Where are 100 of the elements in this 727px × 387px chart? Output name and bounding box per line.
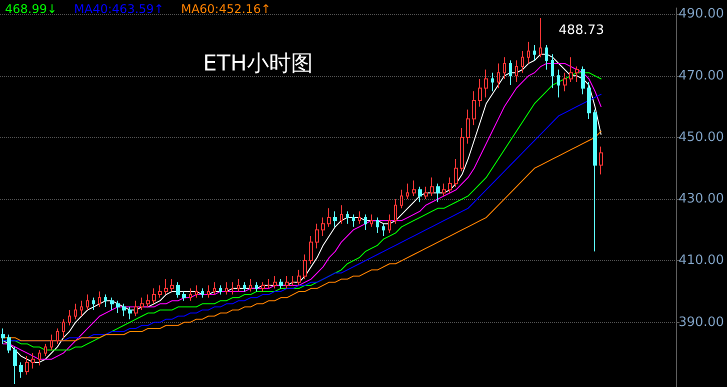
- candlestick: [152, 288, 156, 304]
- candlestick: [454, 158, 458, 188]
- candlestick: [25, 356, 29, 376]
- candlestick: [593, 109, 597, 252]
- candlestick: [249, 278, 252, 292]
- candlestick: [170, 278, 174, 292]
- candlestick: [460, 128, 464, 172]
- candlestick: [370, 214, 373, 228]
- candlestick: [382, 223, 385, 237]
- candlestick: [533, 44, 536, 61]
- candlestick: [418, 186, 422, 203]
- candlestick: [110, 297, 114, 310]
- candlestick: [563, 72, 567, 92]
- candlestick: [219, 284, 222, 296]
- candlestick: [273, 276, 277, 289]
- candlestick: [491, 72, 494, 92]
- candlestick: [297, 269, 301, 286]
- candlestick: [62, 318, 65, 338]
- y-tick-label: 390.00: [678, 314, 724, 330]
- candlestick: [267, 278, 271, 289]
- y-tick-label: 470.00: [678, 68, 724, 84]
- candlestick: [68, 309, 71, 326]
- candlestick: [291, 276, 295, 286]
- candlestick: [424, 186, 428, 200]
- candlestick: [309, 236, 313, 264]
- candlestick: [134, 300, 138, 317]
- candlestick: [503, 56, 506, 80]
- candlestick: [478, 78, 482, 108]
- candlestick: [158, 284, 162, 298]
- candlestick: [448, 176, 452, 194]
- candlestick: [364, 214, 367, 230]
- candlestick: [195, 284, 198, 298]
- candlestick: [116, 300, 120, 314]
- candlestick: [56, 328, 59, 344]
- text: MA60:452.16↑: [180, 2, 271, 16]
- candlestick: [327, 208, 331, 228]
- candlestick: [358, 210, 361, 224]
- candlestick: [146, 294, 150, 308]
- candlestick: [1, 328, 5, 344]
- candlestick: [400, 189, 403, 209]
- candlestick: [527, 41, 530, 64]
- candlestick: [261, 282, 265, 292]
- candlestick: [98, 290, 101, 308]
- candlestick: [352, 214, 355, 228]
- candlestick: [430, 176, 434, 196]
- candlestick: [176, 282, 180, 298]
- candlestick: [279, 278, 283, 289]
- text: 468.99↓: [5, 2, 58, 16]
- candlestick: [92, 297, 95, 310]
- candlestick: [128, 306, 132, 320]
- candlestick: [321, 217, 325, 237]
- candlestick: [346, 210, 349, 224]
- candlestick: [599, 146, 603, 175]
- candlestick: [521, 50, 524, 74]
- candlestick: [19, 362, 23, 378]
- candlestick: [225, 282, 228, 296]
- candlestick: [201, 288, 204, 298]
- candlestick: [545, 44, 548, 70]
- y-tick-label: 430.00: [678, 192, 724, 207]
- candlestick: [7, 334, 11, 354]
- candlestick: [442, 183, 446, 196]
- candlestick: [104, 294, 107, 308]
- candlestick: [140, 297, 144, 310]
- candlestick: [575, 66, 579, 82]
- candlestick: [255, 282, 258, 292]
- candlestick: [412, 180, 416, 196]
- candlestick: [231, 282, 234, 296]
- y-tick-label: 410.00: [678, 253, 724, 268]
- candlestick: [569, 56, 573, 82]
- candlestick: [207, 284, 210, 298]
- y-tick-label: 450.00: [678, 130, 724, 145]
- candlestick: [515, 60, 518, 82]
- candlestick: [74, 303, 77, 320]
- text: ETH小时图: [203, 52, 313, 76]
- candlestick: [86, 294, 89, 310]
- candlestick: [539, 18, 542, 58]
- candlestick: [13, 346, 17, 384]
- candlestick: [164, 278, 168, 296]
- candlestick: [394, 198, 397, 224]
- candlestick: [44, 343, 47, 357]
- candlestick: [333, 210, 337, 228]
- text: MA40:463.59↑: [74, 2, 164, 16]
- candlestick: [472, 90, 476, 126]
- y-tick-label: 490.00: [678, 6, 724, 22]
- candlestick: [581, 66, 585, 95]
- candlestick: [38, 350, 41, 366]
- candlestick: [122, 303, 126, 317]
- candlestick: [237, 278, 240, 292]
- candlestick: [557, 69, 560, 98]
- candlestick: [50, 334, 53, 351]
- candlestick: [243, 282, 246, 292]
- candlestick: [303, 254, 307, 280]
- candlestick: [189, 288, 192, 302]
- candlestick: [340, 204, 343, 224]
- candlestick: [587, 81, 591, 120]
- candlestick: [484, 69, 488, 98]
- candlestick: [388, 214, 391, 234]
- candlestick: [31, 352, 35, 370]
- candlestick: [213, 282, 216, 296]
- candlestick: [376, 217, 379, 234]
